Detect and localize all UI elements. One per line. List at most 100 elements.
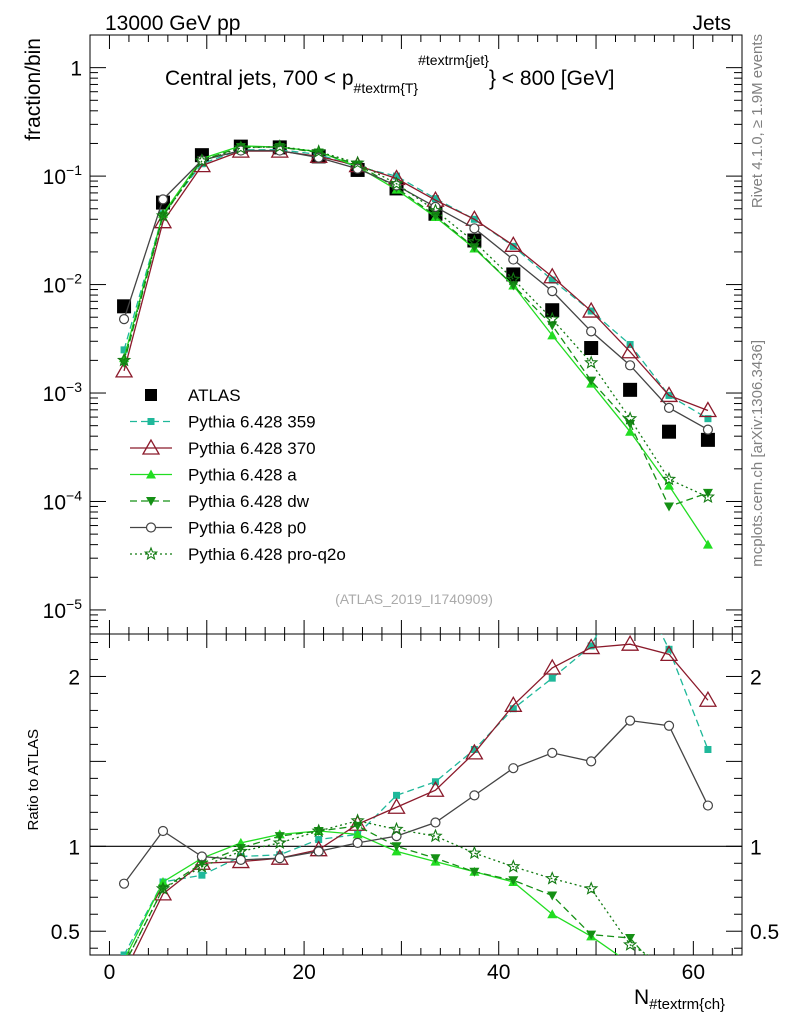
ratio-point-pp0 — [508, 763, 519, 774]
energy-label: 13000 GeV pp — [105, 12, 240, 35]
ratio-point-pp0 — [274, 853, 285, 864]
ratio-line-pq2o — [128, 820, 650, 955]
ratio-point-p359 — [470, 745, 478, 753]
point-pq2o — [545, 311, 560, 326]
legend: ATLAS Pythia 6.428 359 Pythia 6.428 370 Pyt… — [130, 386, 346, 564]
ratio-point-pq2o — [118, 959, 129, 970]
ratio-point-pdw — [235, 844, 246, 853]
ratio-point-pp0 — [118, 878, 130, 889]
series-main-p370 — [114, 141, 718, 418]
ratio-line-p370 — [132, 643, 709, 955]
y-tick-label-ratio-right: 2 — [750, 666, 762, 689]
legend-marker-ATLAS — [145, 389, 157, 401]
legend-label-p359: Pythia 6.428 359 — [188, 413, 316, 432]
title-main: Central jets, 700 < p — [165, 67, 354, 90]
point-pdw — [625, 419, 636, 429]
point-p370 — [114, 361, 134, 378]
point-p370 — [698, 401, 718, 418]
ratio-point-pq2o — [506, 859, 521, 873]
ratio-point-p359 — [704, 745, 712, 753]
point-pdw — [664, 502, 675, 512]
point-pq2o — [584, 355, 599, 369]
ratio-point-p370 — [698, 690, 718, 707]
y-axis-label-main: fraction/bin — [22, 38, 45, 141]
ratio-point-pp0 — [157, 825, 169, 837]
legend-marker-p359 — [147, 418, 155, 425]
point-pq2o — [272, 139, 287, 153]
ratio-point-pq2o — [622, 937, 638, 951]
legend-label-pq2o: Pythia 6.428 pro-q2o — [188, 545, 346, 564]
title-brace: } — [489, 67, 496, 90]
point-p359 — [120, 346, 128, 354]
ratio-point-pdw — [430, 854, 441, 864]
point-pdw — [702, 488, 713, 498]
series-ratio-p359 — [120, 634, 712, 955]
point-ATLAS — [700, 432, 715, 447]
ratio-line-pdw — [128, 825, 646, 955]
y-tick-label-ratio-right: 0.5 — [750, 921, 779, 944]
ratio-point-pp0 — [430, 817, 441, 828]
point-pq2o — [311, 144, 326, 158]
ratio-point-pq2o — [584, 881, 599, 895]
point-p359 — [431, 195, 439, 203]
ratio-point-pp0 — [624, 715, 636, 726]
plot-frames: 0 20 40 60 10−5 10−4 10−3 10−2 10−1 1 0.5 0.5 1 1 2 2 — [43, 34, 779, 984]
legend-marker-pa — [146, 469, 156, 479]
ratio-point-p359 — [587, 642, 595, 650]
point-ATLAS — [117, 299, 132, 314]
point-p359 — [393, 172, 401, 180]
legend-item-pq2o: Pythia 6.428 pro-q2o — [130, 545, 346, 564]
legend-label-pp0: Pythia 6.428 p0 — [188, 519, 306, 538]
legend-label-p370: Pythia 6.428 370 — [188, 439, 316, 458]
point-p370 — [504, 236, 523, 252]
ratio-point-pq2o — [272, 835, 287, 850]
ratio-point-p359 — [665, 645, 673, 653]
point-pp0 — [469, 223, 480, 234]
legend-marker-pdw — [146, 497, 156, 506]
side-label-mcplots: mcplots.cern.ch [arXiv:1306.3436] — [749, 340, 766, 567]
point-pdw — [586, 376, 597, 386]
legend-item-p359: Pythia 6.428 359 — [130, 413, 316, 432]
ratio-point-pp0 — [663, 720, 675, 731]
ratio-point-p370 — [426, 780, 445, 797]
point-pq2o — [155, 208, 171, 222]
ratio-point-pa — [664, 960, 674, 969]
ratio-point-pa — [352, 829, 363, 839]
y-tick-label-ratio: 1 — [68, 836, 80, 859]
point-pq2o — [622, 411, 638, 425]
y-tick-label-main: 10−4 — [43, 487, 83, 514]
ratio-point-pdw — [508, 876, 519, 886]
ratio-point-pq2o — [545, 871, 560, 885]
series-main-p359 — [120, 146, 712, 423]
ratio-point-pq2o — [428, 828, 443, 843]
point-p359 — [548, 276, 556, 284]
x-tick-label: 60 — [682, 961, 705, 984]
ratio-point-pq2o — [350, 813, 365, 827]
ratio-point-p370 — [116, 966, 132, 980]
ratio-point-pdw — [196, 859, 207, 869]
x-tick-label: 20 — [292, 961, 315, 984]
point-pq2o — [194, 153, 210, 168]
title-sup: #textrm{jet} — [418, 52, 489, 68]
point-p370 — [659, 386, 679, 403]
point-pdw — [430, 211, 441, 221]
series-line-pq2o — [123, 145, 709, 498]
series-line-pp0 — [123, 149, 709, 431]
ratio-point-p359 — [198, 871, 206, 879]
ratio-point-pp0 — [702, 800, 714, 811]
ratio-point-pp0 — [313, 846, 324, 857]
ratio-point-pq2o — [467, 845, 482, 860]
ratio-point-pdw — [469, 867, 480, 877]
point-p370 — [543, 267, 562, 284]
ratio-point-pq2o — [194, 859, 210, 873]
x-tick-label: 40 — [487, 961, 510, 984]
ratio-panel-frame — [89, 633, 743, 956]
legend-item-pdw: Pythia 6.428 dw — [130, 492, 310, 511]
point-pq2o — [700, 489, 716, 504]
ratio-point-pdw — [352, 821, 363, 831]
point-p359 — [704, 415, 712, 423]
point-pq2o — [233, 140, 248, 155]
point-pp0 — [624, 360, 636, 371]
point-pa — [664, 480, 675, 490]
